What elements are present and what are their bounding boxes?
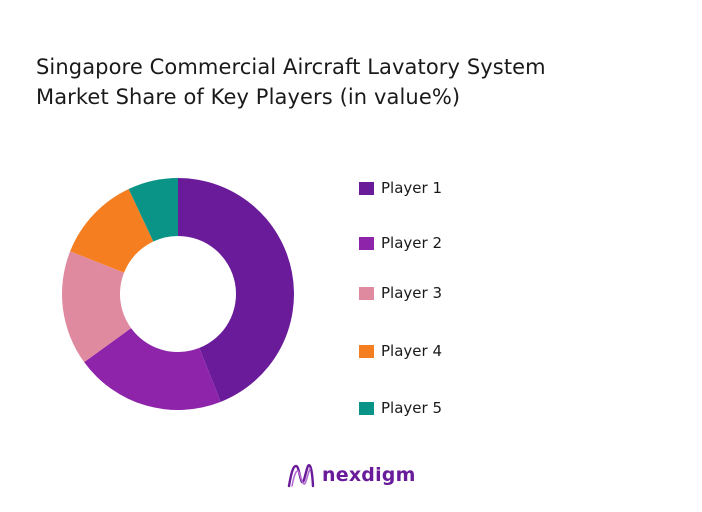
legend-item-player-2: Player 2 [359,233,519,253]
legend-swatch [359,181,374,195]
legend-label: Player 1 [381,179,442,197]
legend-swatch [359,344,374,358]
chart-title-line-2: Market Share of Key Players (in value%) [36,85,461,109]
legend-swatch [359,401,374,415]
legend-label: Player 3 [381,284,442,302]
legend-item-player-4: Player 4 [359,341,519,361]
chart-title: Singapore Commercial Aircraft Lavatory S… [36,52,636,112]
donut-slice-3 [61,251,132,363]
legend-item-player-3: Player 3 [359,283,519,303]
logo-text: nexdigm [322,464,416,486]
legend-swatch [359,236,374,250]
legend-label: Player 2 [381,234,442,252]
donut-slice-5 [128,178,178,242]
legend-label: Player 4 [381,342,442,360]
donut-slice-1 [178,178,294,402]
legend-swatch [359,286,374,300]
legend-item-player-1: Player 1 [359,178,519,198]
nexdigm-logo-icon [287,464,315,488]
legend-item-player-5: Player 5 [359,398,519,418]
chart-title-line-1: Singapore Commercial Aircraft Lavatory S… [36,55,546,79]
donut-slice-2 [84,328,221,410]
nexdigm-logo: nexdigm [286,460,416,490]
donut-slice-4 [70,189,154,273]
donut-slices [61,178,294,410]
legend-label: Player 5 [381,399,442,417]
